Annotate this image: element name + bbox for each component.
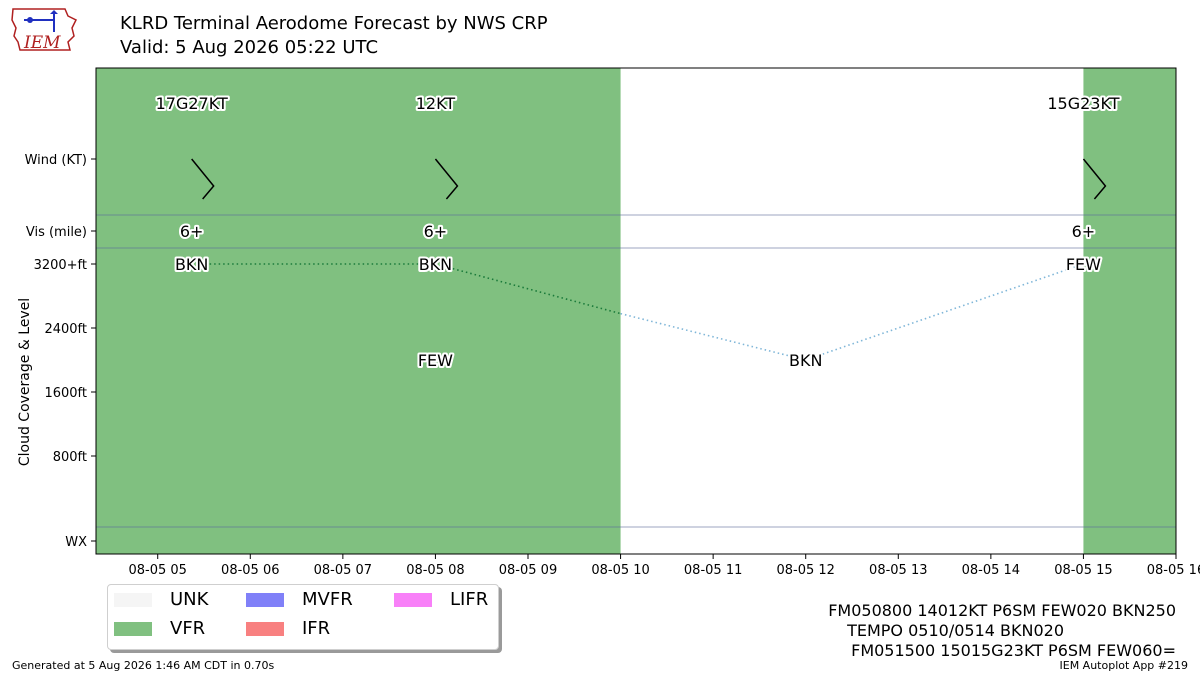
legend-swatch-unk bbox=[114, 592, 152, 607]
legend-item-lifr: LIFR bbox=[394, 589, 488, 610]
y-label-wx: WX bbox=[65, 535, 87, 550]
category-span-1 bbox=[1083, 68, 1176, 554]
x-tick-label-2: 08-05 07 bbox=[314, 563, 372, 578]
legend-item-unk: UNK bbox=[114, 589, 208, 610]
cloud-line-1 bbox=[435, 263, 621, 315]
wind-label-1: 12KT bbox=[416, 94, 456, 113]
generated-footer: Generated at 5 Aug 2026 1:46 AM CDT in 0… bbox=[12, 659, 275, 672]
category-span-0 bbox=[96, 68, 621, 554]
legend-swatch-mvfr bbox=[246, 592, 284, 607]
chart-title: KLRD Terminal Aerodome Forecast by NWS C… bbox=[120, 13, 548, 34]
y-label-vis: Vis (mile) bbox=[26, 225, 87, 240]
x-tick-label-11: 08-05 16 bbox=[1147, 563, 1200, 578]
wind-barb-0 bbox=[191, 158, 215, 200]
y-label-wind: Wind (KT) bbox=[25, 153, 87, 168]
x-tick-label-1: 08-05 06 bbox=[221, 563, 279, 578]
wind-barb-1 bbox=[434, 158, 459, 200]
x-tick-label-0: 08-05 05 bbox=[128, 563, 186, 578]
cloud-label-2-0: BKN bbox=[789, 351, 822, 370]
legend-swatch-ifr bbox=[246, 621, 284, 636]
x-tick-label-3: 08-05 08 bbox=[406, 563, 464, 578]
legend-label-lifr: LIFR bbox=[450, 589, 489, 610]
taf-line-2: TEMPO 0510/0514 BKN020 bbox=[847, 621, 1064, 640]
x-tick-label-5: 08-05 10 bbox=[591, 563, 649, 578]
vis-label-3: 6+ bbox=[1072, 222, 1096, 241]
cloud-label-1-0: FEW bbox=[418, 351, 453, 370]
cloud-label-0-0: BKN bbox=[175, 255, 208, 274]
y-tick-cloud-3: 3200+ft bbox=[34, 258, 87, 273]
vis-label-0: 6+ bbox=[180, 222, 204, 241]
legend-label-mvfr: MVFR bbox=[302, 589, 353, 610]
chart-subtitle: Valid: 5 Aug 2026 05:22 UTC bbox=[120, 37, 379, 58]
legend: UNK VFR MVFR IFR LIFR bbox=[107, 584, 499, 650]
wind-barb-3 bbox=[1082, 158, 1107, 200]
legend-item-vfr: VFR bbox=[114, 618, 205, 639]
legend-item-mvfr: MVFR bbox=[246, 589, 353, 610]
wind-label-0: 17G27KT bbox=[156, 94, 228, 113]
legend-swatch-lifr bbox=[394, 592, 432, 607]
x-tick-label-9: 08-05 14 bbox=[962, 563, 1020, 578]
wind-label-3: 15G23KT bbox=[1047, 94, 1119, 113]
y-tick-cloud-0: 800ft bbox=[53, 450, 87, 465]
vis-label-1: 6+ bbox=[424, 222, 448, 241]
legend-label-unk: UNK bbox=[170, 589, 209, 610]
y-tick-cloud-1: 1600ft bbox=[44, 386, 87, 401]
taf-line-3: FM051500 15015G23KT P6SM FEW060= bbox=[851, 641, 1176, 660]
plot-frame bbox=[95, 67, 1177, 555]
cloud-label-1-1: BKN bbox=[419, 255, 452, 274]
cloud-line-2 bbox=[620, 312, 806, 361]
iem-logo: IEM bbox=[10, 6, 80, 56]
legend-label-ifr: IFR bbox=[302, 618, 331, 639]
x-tick-label-10: 08-05 15 bbox=[1054, 563, 1112, 578]
iowa-map-icon: IEM bbox=[11, 8, 78, 53]
x-tick-label-8: 08-05 13 bbox=[869, 563, 927, 578]
cloud-axis-label: Cloud Coverage & Level bbox=[17, 298, 33, 466]
x-tick-label-7: 08-05 12 bbox=[776, 563, 834, 578]
taf-line-1: FM050800 14012KT P6SM FEW020 BKN250 bbox=[828, 601, 1176, 620]
cloud-label-3-0: FEW bbox=[1066, 255, 1101, 274]
x-tick-label-6: 08-05 11 bbox=[684, 563, 742, 578]
app-footer: IEM Autoplot App #219 bbox=[1059, 659, 1189, 672]
legend-label-vfr: VFR bbox=[170, 618, 206, 639]
y-tick-cloud-2: 2400ft bbox=[44, 322, 87, 337]
x-tick-label-4: 08-05 09 bbox=[499, 563, 557, 578]
legend-item-ifr: IFR bbox=[246, 618, 330, 639]
legend-swatch-vfr bbox=[114, 621, 152, 636]
logo-text: IEM bbox=[23, 33, 61, 53]
cloud-line-3 bbox=[805, 263, 1084, 361]
